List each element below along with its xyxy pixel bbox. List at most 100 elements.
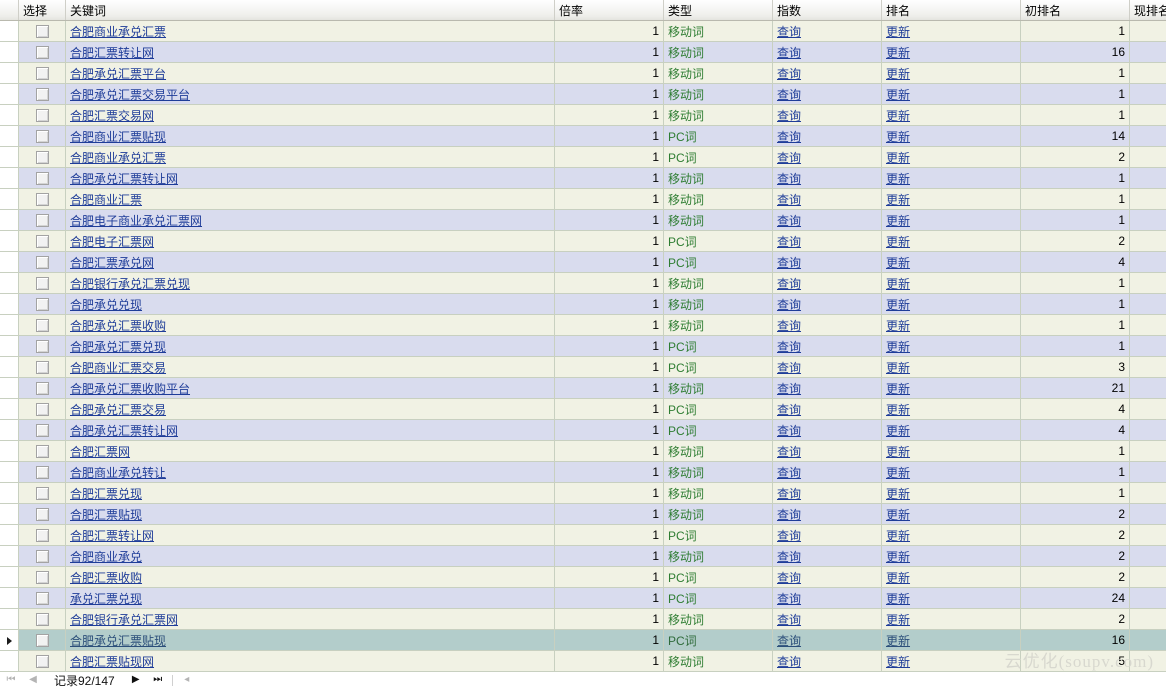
update-rank-link[interactable]: 更新 — [886, 445, 910, 459]
update-rank-link[interactable]: 更新 — [886, 235, 910, 249]
keyword-link[interactable]: 合肥电子商业承兑汇票网 — [70, 214, 202, 228]
query-index-link[interactable]: 查询 — [777, 319, 801, 333]
keyword-link[interactable]: 合肥汇票转让网 — [70, 46, 154, 60]
keyword-link[interactable]: 合肥商业承兑转让 — [70, 466, 166, 480]
query-index-link[interactable]: 查询 — [777, 634, 801, 648]
column-header-type[interactable]: 类型 — [664, 0, 773, 21]
row-selector-cell[interactable] — [0, 294, 19, 315]
row-checkbox[interactable] — [36, 466, 49, 479]
table-row[interactable]: 合肥汇票转让网1移动词查询更新161 — [0, 42, 1166, 63]
query-index-link[interactable]: 查询 — [777, 571, 801, 585]
row-selector-cell[interactable] — [0, 399, 19, 420]
keyword-link[interactable]: 合肥商业汇票贴现 — [70, 130, 166, 144]
query-index-link[interactable]: 查询 — [777, 466, 801, 480]
update-rank-link[interactable]: 更新 — [886, 571, 910, 585]
row-checkbox-cell[interactable] — [19, 189, 66, 210]
query-index-link[interactable]: 查询 — [777, 298, 801, 312]
keyword-link[interactable]: 合肥承兑汇票转让网 — [70, 424, 178, 438]
query-index-link[interactable]: 查询 — [777, 340, 801, 354]
update-rank-link[interactable]: 更新 — [886, 592, 910, 606]
row-checkbox-cell[interactable] — [19, 588, 66, 609]
table-row[interactable]: 合肥银行承兑汇票网1移动词查询更新22 — [0, 609, 1166, 630]
row-checkbox-cell[interactable] — [19, 483, 66, 504]
update-rank-link[interactable]: 更新 — [886, 46, 910, 60]
keyword-link[interactable]: 合肥汇票交易网 — [70, 109, 154, 123]
query-index-link[interactable]: 查询 — [777, 172, 801, 186]
row-checkbox[interactable] — [36, 529, 49, 542]
keyword-link[interactable]: 合肥汇票网 — [70, 445, 130, 459]
row-checkbox-cell[interactable] — [19, 168, 66, 189]
row-checkbox-cell[interactable] — [19, 21, 66, 42]
row-checkbox[interactable] — [36, 634, 49, 647]
row-selector-cell[interactable] — [0, 252, 19, 273]
update-rank-link[interactable]: 更新 — [886, 550, 910, 564]
update-rank-link[interactable]: 更新 — [886, 529, 910, 543]
row-checkbox[interactable] — [36, 424, 49, 437]
row-selector-cell[interactable] — [0, 84, 19, 105]
update-rank-link[interactable]: 更新 — [886, 67, 910, 81]
table-row[interactable]: 合肥汇票收购1PC词查询更新22 — [0, 567, 1166, 588]
row-checkbox[interactable] — [36, 361, 49, 374]
row-checkbox[interactable] — [36, 382, 49, 395]
update-rank-link[interactable]: 更新 — [886, 361, 910, 375]
row-checkbox-cell[interactable] — [19, 525, 66, 546]
row-checkbox-cell[interactable] — [19, 420, 66, 441]
row-checkbox[interactable] — [36, 256, 49, 269]
row-checkbox[interactable] — [36, 130, 49, 143]
next-page-button[interactable]: ▶ — [125, 673, 147, 687]
column-header-rank[interactable]: 排名 — [882, 0, 1021, 21]
row-checkbox[interactable] — [36, 550, 49, 563]
update-rank-link[interactable]: 更新 — [886, 508, 910, 522]
update-rank-link[interactable]: 更新 — [886, 424, 910, 438]
keyword-link[interactable]: 合肥承兑汇票贴现 — [70, 634, 166, 648]
query-index-link[interactable]: 查询 — [777, 25, 801, 39]
table-row[interactable]: 合肥汇票兑现1移动词查询更新11 — [0, 483, 1166, 504]
keyword-link[interactable]: 合肥商业汇票交易 — [70, 361, 166, 375]
query-index-link[interactable]: 查询 — [777, 46, 801, 60]
update-rank-link[interactable]: 更新 — [886, 298, 910, 312]
row-checkbox[interactable] — [36, 277, 49, 290]
column-header-first-rank[interactable]: 初排名 — [1021, 0, 1130, 21]
update-rank-link[interactable]: 更新 — [886, 130, 910, 144]
row-checkbox-cell[interactable] — [19, 630, 66, 651]
row-selector-cell[interactable] — [0, 462, 19, 483]
table-row[interactable]: 合肥商业汇票1移动词查询更新11 — [0, 189, 1166, 210]
query-index-link[interactable]: 查询 — [777, 151, 801, 165]
row-checkbox[interactable] — [36, 151, 49, 164]
row-checkbox-cell[interactable] — [19, 567, 66, 588]
column-header-select[interactable]: 选择 — [19, 0, 66, 21]
query-index-link[interactable]: 查询 — [777, 88, 801, 102]
table-row[interactable]: 合肥承兑汇票转让网1PC词查询更新41 — [0, 420, 1166, 441]
row-selector-cell[interactable] — [0, 168, 19, 189]
row-checkbox[interactable] — [36, 46, 49, 59]
row-checkbox[interactable] — [36, 235, 49, 248]
keyword-link[interactable]: 合肥承兑汇票交易平台 — [70, 88, 190, 102]
table-row[interactable]: 合肥商业承兑转让1移动词查询更新11 — [0, 462, 1166, 483]
first-page-button[interactable]: ⏮ — [0, 673, 22, 687]
table-row[interactable]: 合肥商业承兑1移动词查询更新22 — [0, 546, 1166, 567]
update-rank-link[interactable]: 更新 — [886, 109, 910, 123]
row-selector-cell[interactable] — [0, 420, 19, 441]
row-selector-cell[interactable] — [0, 357, 19, 378]
row-selector-cell[interactable] — [0, 567, 19, 588]
table-row[interactable]: 合肥汇票交易网1移动词查询更新11 — [0, 105, 1166, 126]
row-selector-cell[interactable] — [0, 546, 19, 567]
update-rank-link[interactable]: 更新 — [886, 88, 910, 102]
keyword-link[interactable]: 合肥商业承兑汇票 — [70, 25, 166, 39]
table-row[interactable]: 合肥承兑兑现1移动词查询更新11 — [0, 294, 1166, 315]
row-selector-cell[interactable] — [0, 105, 19, 126]
row-checkbox[interactable] — [36, 655, 49, 668]
row-checkbox[interactable] — [36, 298, 49, 311]
table-row[interactable]: 合肥商业承兑汇票1PC词查询更新21 — [0, 147, 1166, 168]
update-rank-link[interactable]: 更新 — [886, 277, 910, 291]
row-selector-cell[interactable] — [0, 483, 19, 504]
keyword-link[interactable]: 合肥电子汇票网 — [70, 235, 154, 249]
update-rank-link[interactable]: 更新 — [886, 634, 910, 648]
keyword-link[interactable]: 合肥商业承兑 — [70, 550, 142, 564]
update-rank-link[interactable]: 更新 — [886, 340, 910, 354]
query-index-link[interactable]: 查询 — [777, 277, 801, 291]
row-checkbox[interactable] — [36, 67, 49, 80]
row-checkbox-cell[interactable] — [19, 63, 66, 84]
query-index-link[interactable]: 查询 — [777, 424, 801, 438]
row-checkbox[interactable] — [36, 445, 49, 458]
